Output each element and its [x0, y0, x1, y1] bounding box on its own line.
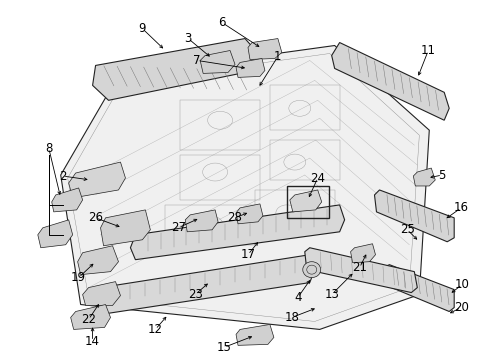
Text: 27: 27: [170, 221, 185, 234]
Text: 9: 9: [139, 22, 146, 35]
Polygon shape: [61, 45, 428, 329]
Text: 8: 8: [45, 141, 52, 155]
Polygon shape: [92, 39, 260, 100]
Polygon shape: [200, 50, 235, 73]
Polygon shape: [350, 244, 375, 263]
Polygon shape: [82, 282, 120, 306]
Polygon shape: [185, 210, 218, 232]
Text: 7: 7: [193, 54, 201, 67]
Text: 5: 5: [438, 168, 445, 181]
Bar: [165, 205, 254, 245]
Polygon shape: [289, 190, 321, 212]
Ellipse shape: [302, 262, 320, 278]
Polygon shape: [382, 265, 453, 311]
Polygon shape: [52, 188, 82, 212]
Text: 22: 22: [81, 313, 96, 326]
Polygon shape: [68, 162, 125, 198]
Text: 15: 15: [216, 341, 231, 354]
Text: 21: 21: [351, 261, 366, 274]
Bar: [269, 85, 339, 130]
Text: 24: 24: [309, 171, 325, 185]
Text: 10: 10: [454, 278, 468, 291]
Text: 3: 3: [184, 32, 191, 45]
Polygon shape: [95, 255, 314, 315]
Polygon shape: [236, 58, 264, 77]
Polygon shape: [374, 190, 453, 242]
Text: 25: 25: [399, 223, 414, 236]
Polygon shape: [71, 305, 110, 329]
Polygon shape: [130, 205, 344, 260]
Text: 19: 19: [71, 271, 86, 284]
Polygon shape: [247, 39, 281, 59]
Text: 20: 20: [453, 301, 468, 314]
Text: 6: 6: [218, 16, 225, 29]
Polygon shape: [412, 168, 434, 186]
Text: 17: 17: [240, 248, 255, 261]
Polygon shape: [236, 324, 273, 345]
Polygon shape: [78, 246, 118, 275]
Text: 11: 11: [420, 44, 435, 57]
Text: 2: 2: [59, 170, 66, 183]
Bar: [254, 190, 334, 228]
Text: 18: 18: [284, 311, 299, 324]
Text: 1: 1: [274, 50, 281, 63]
Bar: [269, 140, 339, 180]
Text: 13: 13: [324, 288, 338, 301]
Polygon shape: [38, 220, 73, 248]
Polygon shape: [331, 42, 448, 120]
Bar: [180, 100, 260, 150]
Polygon shape: [101, 210, 150, 246]
Polygon shape: [236, 204, 263, 224]
Text: 23: 23: [187, 288, 202, 301]
Text: 28: 28: [227, 211, 242, 224]
Text: 16: 16: [453, 201, 468, 215]
Text: 12: 12: [147, 323, 163, 336]
Text: 26: 26: [88, 211, 103, 224]
Text: 4: 4: [293, 291, 301, 304]
Bar: [180, 155, 260, 200]
Text: 14: 14: [85, 335, 100, 348]
Bar: [286, 186, 328, 218]
Polygon shape: [304, 248, 416, 293]
